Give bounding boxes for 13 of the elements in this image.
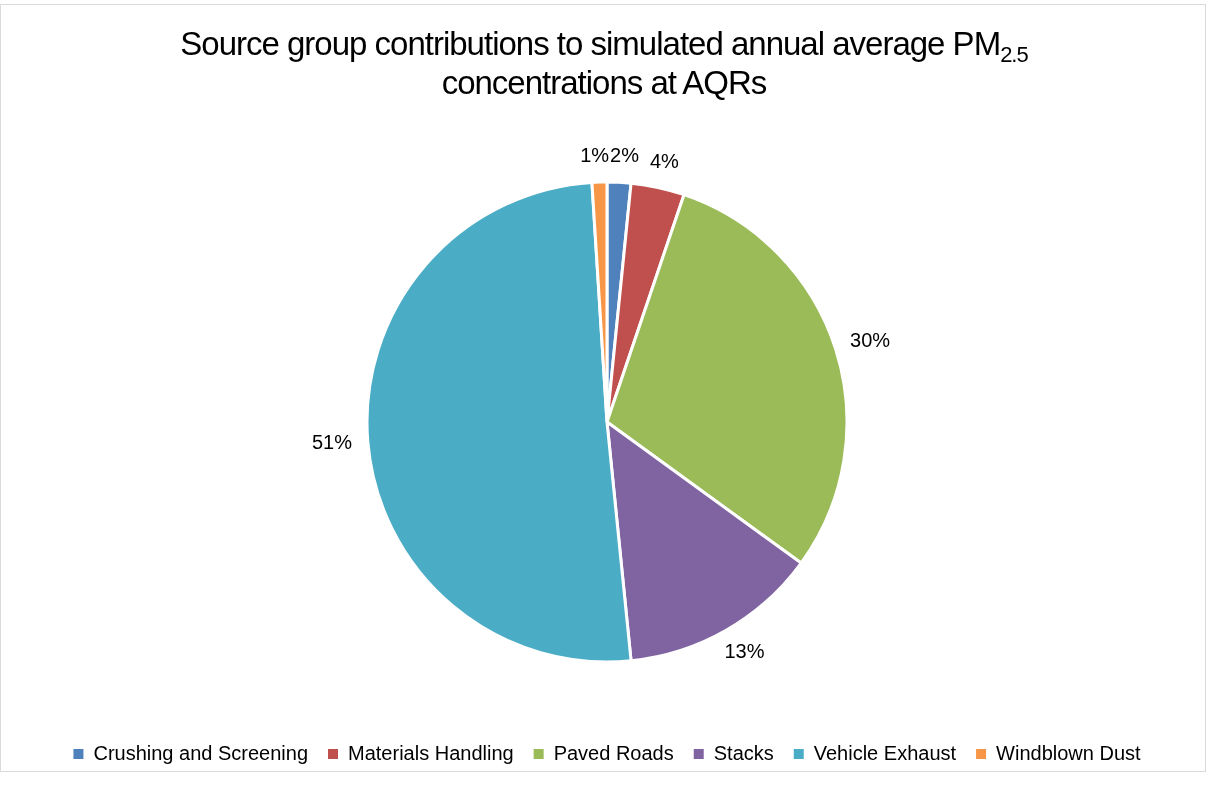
data-label: 51% xyxy=(311,431,353,454)
legend-label: Crushing and Screening xyxy=(93,741,309,764)
data-label: 13% xyxy=(724,640,765,663)
legend-label: Materials Handling xyxy=(348,741,514,764)
legend-label: Stacks xyxy=(713,741,774,764)
data-label: 2% xyxy=(610,143,640,166)
legend-label: Paved Roads xyxy=(553,741,674,764)
data-label: 4% xyxy=(649,149,680,172)
legend-label: Vehicle Exhaust xyxy=(813,741,957,764)
data-label: 1% xyxy=(580,143,610,166)
chart-title: Source group contributions to simulated annual average PM$_{2.5}$ concentrations at AQRs xyxy=(180,25,1028,101)
legend-label: Windblown Dust xyxy=(996,741,1142,764)
data-label: 30% xyxy=(850,328,891,351)
